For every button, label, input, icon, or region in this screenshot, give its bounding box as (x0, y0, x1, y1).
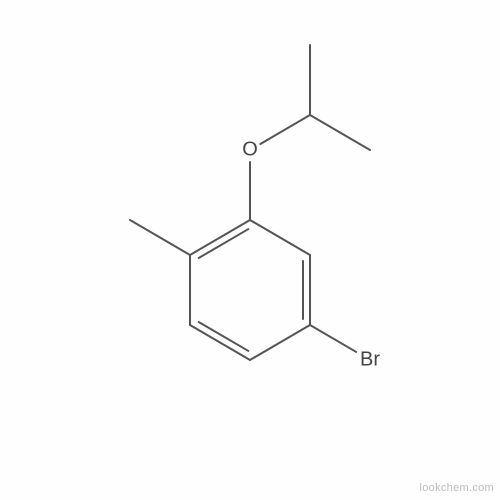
watermark: lookchem.com (419, 482, 494, 494)
atom-label-bromine: Br (360, 349, 380, 372)
molecule-canvas: O Br lookchem.com (0, 0, 500, 500)
bond-layer (0, 0, 500, 500)
atom-label-oxygen: O (242, 139, 258, 162)
